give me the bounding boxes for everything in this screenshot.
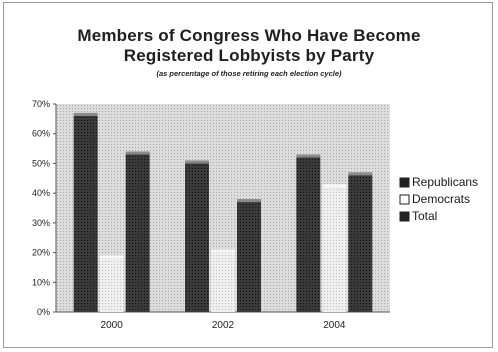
y-tick-label: 30%: [32, 218, 50, 228]
legend-label-democrats: Democrats: [412, 192, 470, 206]
x-tick-label: 2004: [323, 320, 346, 331]
bar-republicans-2000: [73, 115, 98, 312]
chart-title-line-2: Registered Lobbyists by Party: [123, 46, 375, 65]
bar-republicans-2002: [185, 163, 209, 312]
bar-cap: [125, 151, 150, 155]
x-tick-label: 2002: [212, 320, 235, 331]
bar-democrats-2002: [211, 252, 235, 312]
legend-swatch-total: [399, 211, 410, 222]
legend-label-republicans: Republicans: [412, 175, 478, 189]
bar-democrats-2000: [99, 258, 124, 312]
chart-title-line-1: Members of Congress Who Have Become: [77, 26, 421, 45]
bar-cap: [99, 255, 124, 259]
bar-cap: [185, 160, 209, 164]
bar-democrats-2004: [322, 187, 347, 312]
bar-total-2000: [125, 154, 150, 312]
bar-total-2004: [348, 175, 373, 312]
y-tick-label: 10%: [32, 277, 50, 287]
bar-cap: [237, 199, 261, 203]
bar-cap: [296, 154, 321, 158]
x-tick-label: 2000: [101, 320, 124, 331]
legend-label-total: Total: [412, 209, 437, 223]
y-tick-label: 20%: [32, 248, 50, 258]
y-tick-label: 40%: [32, 188, 50, 198]
chart-subtitle: (as percentage of those retiring each el…: [156, 69, 342, 78]
bar-cap: [211, 249, 235, 253]
bar-republicans-2004: [296, 157, 321, 312]
y-tick-label: 0%: [37, 307, 50, 317]
y-tick-label: 50%: [32, 158, 50, 168]
bar-total-2002: [237, 202, 261, 312]
bar-cap: [348, 172, 373, 176]
y-tick-label: 70%: [32, 99, 50, 109]
legend-swatch-republicans: [399, 177, 410, 188]
bar-cap: [73, 112, 98, 116]
y-tick-label: 60%: [32, 129, 50, 139]
legend-swatch-democrats: [399, 194, 410, 205]
bar-cap: [322, 184, 347, 188]
